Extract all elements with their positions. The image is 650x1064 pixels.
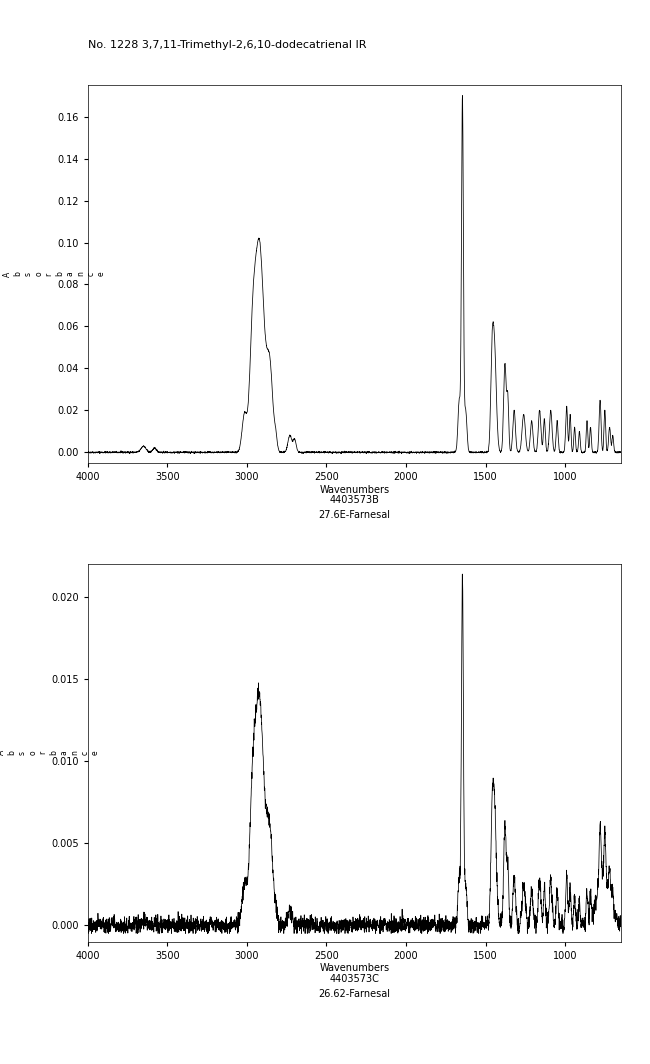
X-axis label: Wavenumbers: Wavenumbers <box>319 963 389 974</box>
Text: 4403573C: 4403573C <box>330 974 379 984</box>
Text: 27.6E-Farnesal: 27.6E-Farnesal <box>318 510 390 520</box>
Text: 4403573B: 4403573B <box>330 495 379 505</box>
Text: No. 1228 3,7,11-Trimethyl-2,6,10-dodecatrienal IR: No. 1228 3,7,11-Trimethyl-2,6,10-dodecat… <box>88 40 366 50</box>
Text: 26.62-Farnesal: 26.62-Farnesal <box>318 988 390 999</box>
Y-axis label: A
b
s
o
r
b
a
n
c
e: A b s o r b a n c e <box>3 271 106 277</box>
X-axis label: Wavenumbers: Wavenumbers <box>319 484 389 495</box>
Y-axis label: A
b
s
o
r
b
a
n
c
e: A b s o r b a n c e <box>0 750 99 755</box>
